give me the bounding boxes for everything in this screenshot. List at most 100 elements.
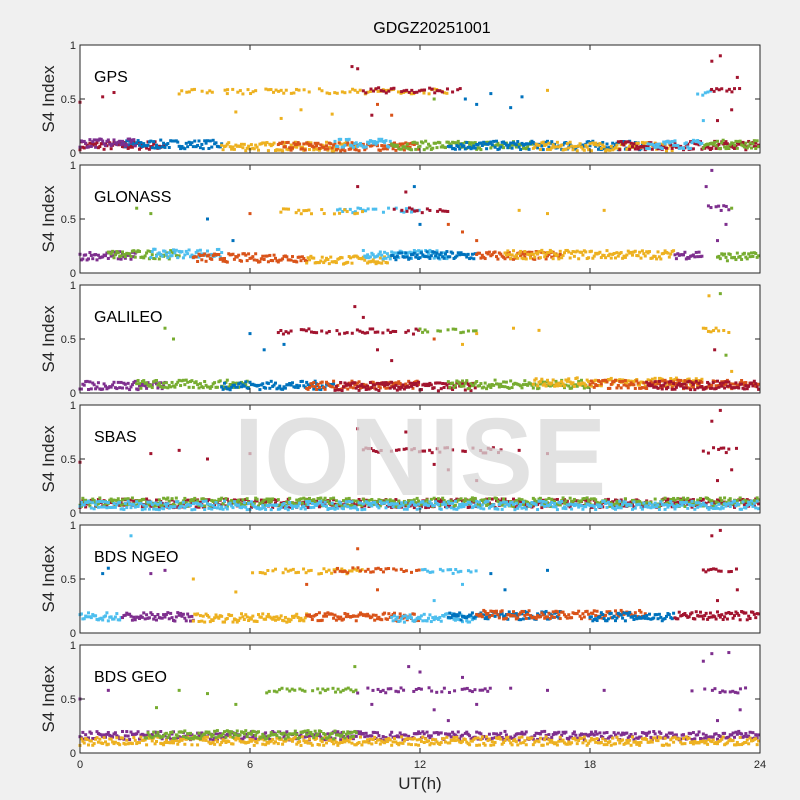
data-point bbox=[297, 88, 301, 92]
data-point bbox=[309, 506, 313, 510]
data-point bbox=[434, 141, 438, 145]
data-point bbox=[638, 502, 642, 506]
data-point bbox=[441, 569, 445, 573]
data-point bbox=[544, 500, 548, 504]
data-point bbox=[544, 380, 548, 384]
data-point bbox=[373, 618, 377, 622]
data-point bbox=[599, 382, 603, 386]
data-point bbox=[197, 386, 201, 390]
data-point bbox=[728, 143, 732, 147]
data-point bbox=[523, 613, 527, 617]
data-point bbox=[755, 499, 759, 503]
data-point bbox=[368, 327, 372, 331]
data-point bbox=[673, 139, 677, 143]
data-point bbox=[95, 141, 99, 145]
data-point bbox=[309, 143, 313, 147]
data-point bbox=[526, 500, 530, 504]
data-point bbox=[320, 618, 324, 622]
data-point bbox=[82, 383, 86, 387]
data-point bbox=[572, 254, 576, 258]
data-point bbox=[553, 384, 557, 388]
data-point bbox=[567, 250, 571, 254]
data-point bbox=[381, 570, 385, 574]
data-point bbox=[527, 616, 531, 620]
data-point bbox=[138, 616, 141, 620]
data-point bbox=[150, 613, 154, 617]
data-point bbox=[387, 255, 391, 259]
data-point bbox=[322, 261, 326, 265]
data-point bbox=[588, 382, 592, 386]
data-point bbox=[418, 222, 422, 226]
data-point bbox=[546, 139, 549, 143]
data-point bbox=[179, 611, 183, 615]
data-point bbox=[247, 144, 251, 148]
data-point bbox=[232, 257, 236, 261]
data-point bbox=[449, 144, 453, 148]
data-point bbox=[291, 567, 295, 571]
data-point bbox=[414, 501, 418, 505]
data-point bbox=[387, 612, 391, 616]
data-point bbox=[213, 499, 217, 503]
data-point bbox=[563, 501, 566, 505]
data-point bbox=[616, 383, 620, 387]
data-point bbox=[469, 615, 473, 619]
data-point bbox=[289, 618, 293, 622]
data-point bbox=[718, 381, 722, 385]
data-point bbox=[747, 614, 751, 618]
data-point bbox=[538, 496, 542, 500]
data-point bbox=[408, 381, 412, 385]
data-point bbox=[297, 208, 301, 212]
data-point bbox=[509, 256, 513, 260]
data-point bbox=[580, 504, 583, 508]
data-point bbox=[478, 251, 481, 255]
data-point bbox=[493, 611, 497, 615]
data-point bbox=[302, 328, 306, 332]
data-point bbox=[537, 328, 541, 332]
data-point bbox=[581, 507, 585, 511]
data-point bbox=[357, 149, 361, 153]
data-point bbox=[140, 615, 144, 619]
data-point bbox=[691, 147, 695, 151]
data-point bbox=[724, 204, 728, 208]
data-point bbox=[458, 382, 462, 386]
data-point bbox=[608, 386, 612, 390]
data-point bbox=[509, 141, 513, 145]
data-point bbox=[742, 145, 746, 149]
data-point bbox=[258, 571, 262, 575]
data-point bbox=[646, 378, 650, 382]
data-point bbox=[484, 451, 488, 455]
data-point bbox=[272, 383, 276, 387]
data-point bbox=[727, 87, 731, 91]
data-point bbox=[468, 505, 472, 509]
data-point bbox=[289, 91, 293, 95]
data-point bbox=[538, 147, 542, 151]
data-point bbox=[288, 505, 292, 509]
data-point bbox=[272, 253, 276, 257]
data-point bbox=[366, 447, 370, 451]
data-point bbox=[342, 617, 345, 621]
data-point bbox=[82, 617, 86, 621]
data-point bbox=[393, 500, 396, 504]
data-point bbox=[340, 387, 344, 391]
data-point bbox=[599, 384, 603, 388]
data-point bbox=[757, 145, 761, 149]
data-point bbox=[502, 380, 506, 384]
data-point bbox=[499, 252, 503, 256]
data-point bbox=[248, 452, 252, 456]
data-point bbox=[341, 570, 345, 574]
data-point bbox=[446, 500, 450, 504]
data-point bbox=[312, 505, 316, 509]
data-point bbox=[410, 448, 414, 452]
data-point bbox=[712, 89, 716, 93]
data-point bbox=[138, 143, 141, 147]
data-point bbox=[636, 147, 640, 151]
data-point bbox=[360, 257, 364, 261]
data-point bbox=[166, 256, 170, 260]
data-point bbox=[558, 252, 562, 256]
data-point bbox=[102, 503, 106, 507]
panel-label: GPS bbox=[94, 69, 128, 86]
data-point bbox=[79, 500, 83, 504]
data-point bbox=[94, 142, 98, 146]
data-point bbox=[384, 381, 388, 385]
data-point bbox=[338, 211, 342, 215]
